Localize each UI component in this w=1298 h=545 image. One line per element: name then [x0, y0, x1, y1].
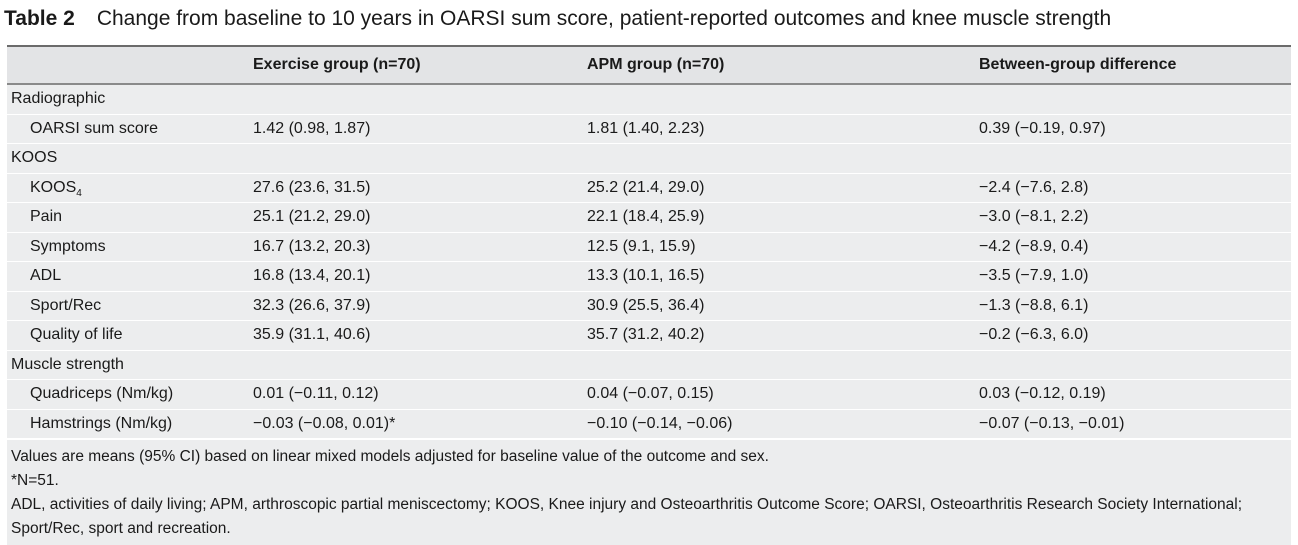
apm-value: 30.9 (25.5, 36.4) [583, 291, 975, 321]
table-row: OARSI sum score 1.42 (0.98, 1.87) 1.81 (… [7, 114, 1291, 144]
row-label: Hamstrings (Nm/kg) [7, 409, 249, 439]
apm-value: 0.04 (−0.07, 0.15) [583, 379, 975, 410]
header-outcome [7, 47, 249, 85]
row-label: ADL [7, 261, 249, 292]
group-label: KOOS [7, 143, 1291, 174]
row-label: Symptoms [7, 232, 249, 262]
header-apm-group: APM group (n=70) [583, 47, 975, 85]
row-label: Sport/Rec [7, 291, 249, 321]
group-row-koos: KOOS [7, 143, 1291, 174]
difference-value: 0.39 (−0.19, 0.97) [975, 114, 1291, 144]
group-label: Radiographic [7, 84, 1291, 115]
table-row: ADL 16.8 (13.4, 20.1) 13.3 (10.1, 16.5) … [7, 261, 1291, 292]
exercise-value: 35.9 (31.1, 40.6) [249, 320, 583, 351]
header-between-group-difference: Between-group difference [975, 47, 1291, 85]
apm-value: 22.1 (18.4, 25.9) [583, 202, 975, 233]
table-footnotes: Values are means (95% CI) based on linea… [7, 439, 1291, 545]
difference-value: −3.0 (−8.1, 2.2) [975, 202, 1291, 233]
table-row: Quality of life 35.9 (31.1, 40.6) 35.7 (… [7, 320, 1291, 351]
table-title: Change from baseline to 10 years in OARS… [96, 7, 1112, 30]
exercise-value: 32.3 (26.6, 37.9) [249, 291, 583, 321]
table-row: Hamstrings (Nm/kg) −0.03 (−0.08, 0.01)* … [7, 409, 1291, 439]
group-row-radiographic: Radiographic [7, 84, 1291, 115]
difference-value: −4.2 (−8.9, 0.4) [975, 232, 1291, 262]
difference-value: −0.07 (−0.13, −0.01) [975, 409, 1291, 439]
difference-value: −2.4 (−7.6, 2.8) [975, 173, 1291, 203]
exercise-value: 25.1 (21.2, 29.0) [249, 202, 583, 233]
row-label: Pain [7, 202, 249, 233]
group-label: Muscle strength [7, 350, 1291, 380]
difference-value: 0.03 (−0.12, 0.19) [975, 379, 1291, 410]
footnote-asterisk: *N=51. [11, 472, 59, 489]
row-label-subscript: 4 [76, 187, 82, 199]
header-row: Exercise group (n=70) APM group (n=70) B… [7, 47, 1291, 85]
footnote-values: Values are means (95% CI) based on linea… [11, 448, 769, 465]
apm-value: 25.2 (21.4, 29.0) [583, 173, 975, 203]
table-label: Table 2 [4, 7, 75, 30]
apm-value: 1.81 (1.40, 2.23) [583, 114, 975, 144]
footnote-abbreviations: ADL, activities of daily living; APM, ar… [11, 496, 1243, 537]
row-label: Quality of life [7, 320, 249, 351]
data-table: Exercise group (n=70) APM group (n=70) B… [7, 47, 1291, 439]
table-row: KOOS4 27.6 (23.6, 31.5) 25.2 (21.4, 29.0… [7, 173, 1291, 203]
table-caption: Table 2 Change from baseline to 10 years… [0, 0, 1298, 38]
exercise-value: 16.7 (13.2, 20.3) [249, 232, 583, 262]
row-label: Quadriceps (Nm/kg) [7, 379, 249, 410]
top-rule [7, 45, 1291, 47]
table-row: Quadriceps (Nm/kg) 0.01 (−0.11, 0.12) 0.… [7, 379, 1291, 410]
header-exercise-group: Exercise group (n=70) [249, 47, 583, 85]
row-label-text: KOOS [30, 178, 77, 196]
table-row: Pain 25.1 (21.2, 29.0) 22.1 (18.4, 25.9)… [7, 202, 1291, 233]
apm-value: 13.3 (10.1, 16.5) [583, 261, 975, 292]
table-row: Sport/Rec 32.3 (26.6, 37.9) 30.9 (25.5, … [7, 291, 1291, 321]
group-row-muscle-strength: Muscle strength [7, 350, 1291, 380]
exercise-value: 27.6 (23.6, 31.5) [249, 173, 583, 203]
difference-value: −0.2 (−6.3, 6.0) [975, 320, 1291, 351]
exercise-value: 0.01 (−0.11, 0.12) [249, 379, 583, 410]
apm-value: −0.10 (−0.14, −0.06) [583, 409, 975, 439]
row-label: OARSI sum score [7, 114, 249, 144]
exercise-value: 1.42 (0.98, 1.87) [249, 114, 583, 144]
apm-value: 35.7 (31.2, 40.2) [583, 320, 975, 351]
row-label: KOOS4 [7, 173, 249, 203]
exercise-value: −0.03 (−0.08, 0.01)* [249, 409, 583, 439]
table-row: Symptoms 16.7 (13.2, 20.3) 12.5 (9.1, 15… [7, 232, 1291, 262]
results-table: Exercise group (n=70) APM group (n=70) B… [7, 45, 1291, 545]
difference-value: −3.5 (−7.9, 1.0) [975, 261, 1291, 292]
apm-value: 12.5 (9.1, 15.9) [583, 232, 975, 262]
difference-value: −1.3 (−8.8, 6.1) [975, 291, 1291, 321]
exercise-value: 16.8 (13.4, 20.1) [249, 261, 583, 292]
